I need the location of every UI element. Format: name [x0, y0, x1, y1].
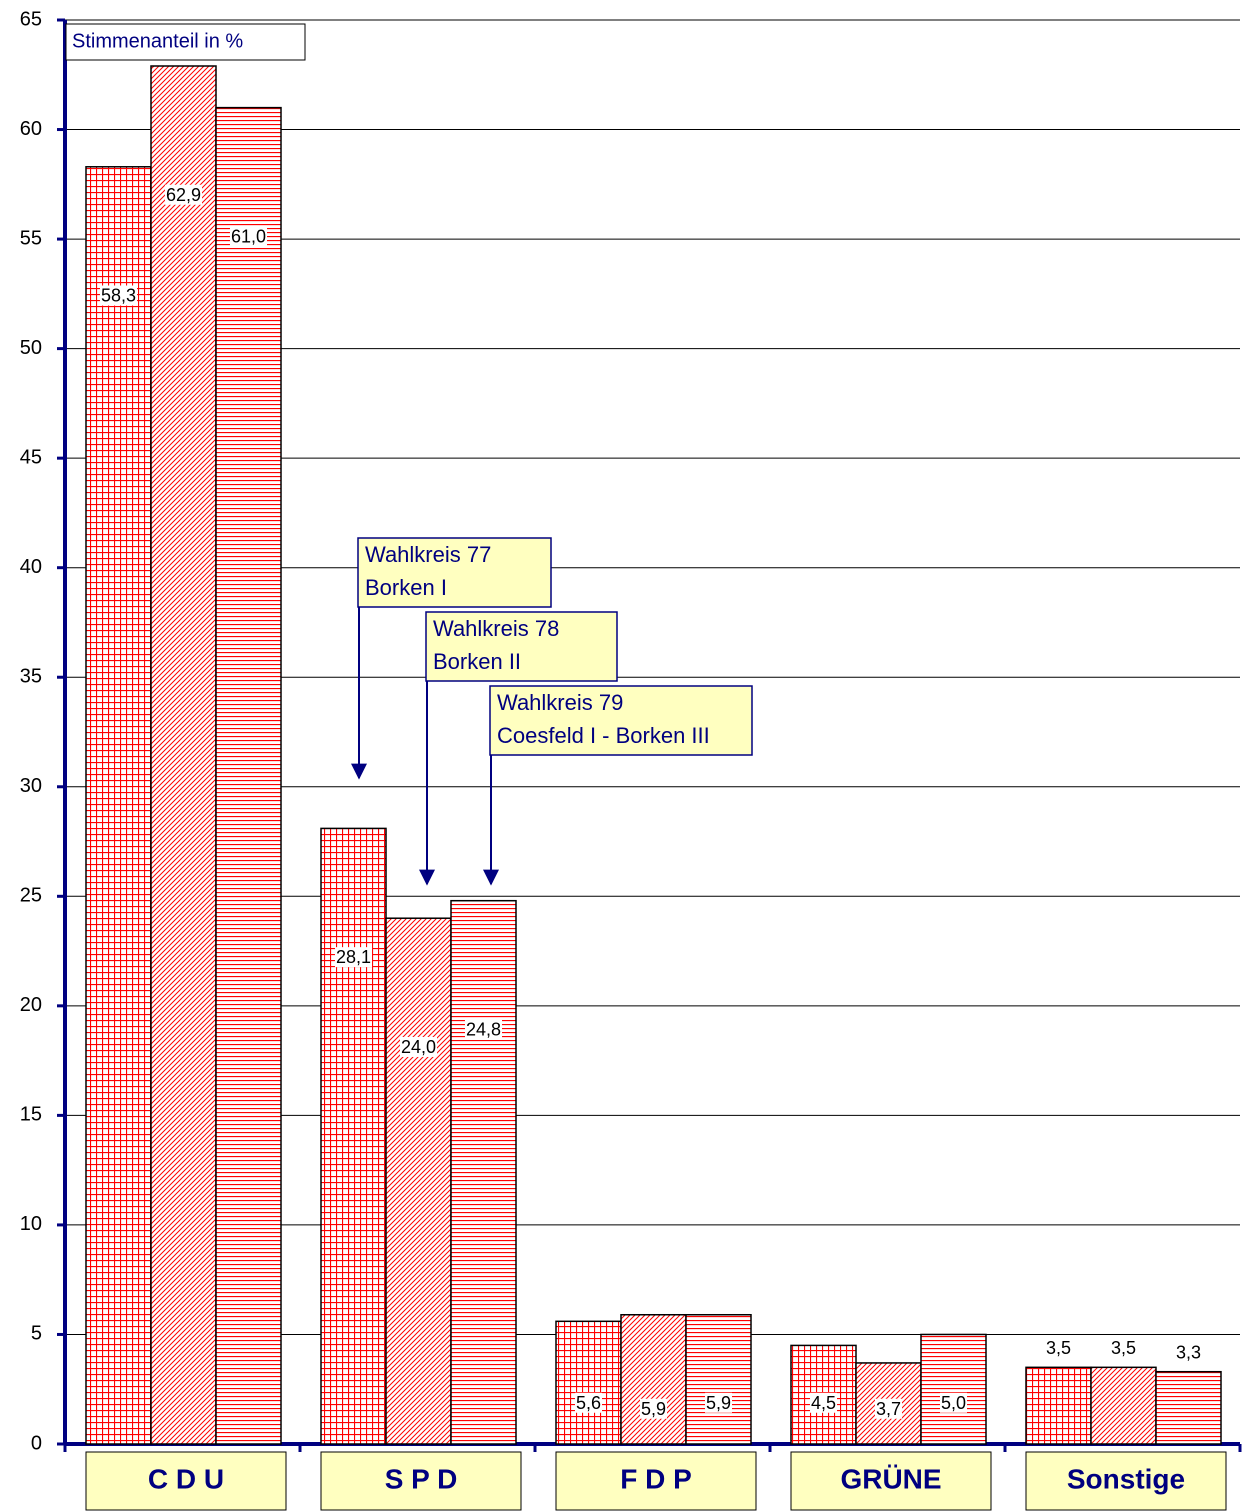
legend-label: Wahlkreis 77: [365, 542, 491, 567]
bar: [1090, 1366, 1157, 1445]
data-label: 24,8: [466, 1019, 501, 1039]
x-tick-label: F D P: [620, 1463, 692, 1494]
data-label-bg: [874, 1398, 903, 1419]
title-box: [65, 23, 306, 61]
data-label-bg: [574, 1392, 603, 1413]
legend-label: Borken II: [433, 649, 521, 674]
y-tick-label: 60: [20, 118, 42, 140]
data-label-bg: [99, 285, 138, 306]
y-tick-label: 45: [20, 446, 42, 468]
data-label-bg: [164, 184, 203, 205]
legend-label: Wahlkreis 79: [497, 690, 623, 715]
bar: [790, 1344, 857, 1445]
data-label: 5,0: [941, 1393, 966, 1413]
data-label: 3,7: [876, 1399, 901, 1419]
data-label: 3,3: [1176, 1342, 1201, 1362]
y-tick-label: 30: [20, 775, 42, 797]
bar: [385, 917, 452, 1445]
data-label-bg: [399, 1036, 438, 1057]
category-box: [790, 1451, 992, 1511]
y-tick-label: 5: [31, 1323, 42, 1345]
legend-label: Borken I: [365, 575, 447, 600]
data-label: 28,1: [336, 947, 371, 967]
data-label: 3,5: [1111, 1338, 1136, 1358]
legend-label: Wahlkreis 78: [433, 616, 559, 641]
bar: [620, 1313, 687, 1445]
category-box: [1025, 1451, 1227, 1511]
y-tick-label: 50: [20, 337, 42, 359]
bar: [1025, 1366, 1092, 1445]
bar: [1155, 1370, 1222, 1445]
bar: [920, 1333, 987, 1445]
data-label: 5,9: [706, 1393, 731, 1413]
bar: [85, 166, 152, 1445]
x-tick-label: S P D: [385, 1463, 458, 1494]
callout-box: [489, 685, 753, 756]
callout-box: [425, 611, 618, 682]
data-label-bg: [704, 1392, 733, 1413]
y-tick-label: 0: [31, 1432, 42, 1454]
data-label-bg: [464, 1019, 503, 1040]
x-tick-label: Sonstige: [1067, 1463, 1185, 1494]
x-tick-label: C D U: [148, 1463, 224, 1494]
data-label: 3,5: [1046, 1338, 1071, 1358]
y-tick-label: 55: [20, 227, 42, 249]
x-tick-label: GRÜNE: [840, 1463, 941, 1494]
bar: [150, 65, 217, 1445]
chart-title: Stimmenanteil in %: [72, 30, 243, 52]
data-label: 4,5: [811, 1393, 836, 1413]
data-label-bg: [229, 226, 268, 247]
y-tick-label: 10: [20, 1213, 42, 1235]
y-tick-label: 35: [20, 666, 42, 688]
bar: [685, 1313, 752, 1445]
data-label: 62,9: [166, 185, 201, 205]
data-label-bg: [639, 1398, 668, 1419]
data-label: 5,6: [576, 1393, 601, 1413]
category-box: [320, 1451, 522, 1511]
data-label-bg: [939, 1392, 968, 1413]
y-tick-label: 65: [20, 8, 42, 30]
data-label-bg: [334, 947, 373, 968]
data-label-bg: [809, 1392, 838, 1413]
y-tick-label: 15: [20, 1104, 42, 1126]
bar: [320, 827, 387, 1445]
category-box: [85, 1451, 287, 1511]
data-label: 5,9: [641, 1399, 666, 1419]
y-tick-label: 20: [20, 994, 42, 1016]
data-label: 58,3: [101, 286, 136, 306]
bar: [450, 899, 517, 1445]
y-tick-label: 40: [20, 556, 42, 578]
category-box: [555, 1451, 757, 1511]
data-label: 24,0: [401, 1037, 436, 1057]
y-tick-label: 25: [20, 885, 42, 907]
callout-box: [357, 537, 552, 608]
legend-label: Coesfeld I - Borken III: [497, 723, 710, 748]
bar: [555, 1320, 622, 1445]
data-label: 61,0: [231, 226, 266, 246]
bar: [215, 106, 282, 1445]
